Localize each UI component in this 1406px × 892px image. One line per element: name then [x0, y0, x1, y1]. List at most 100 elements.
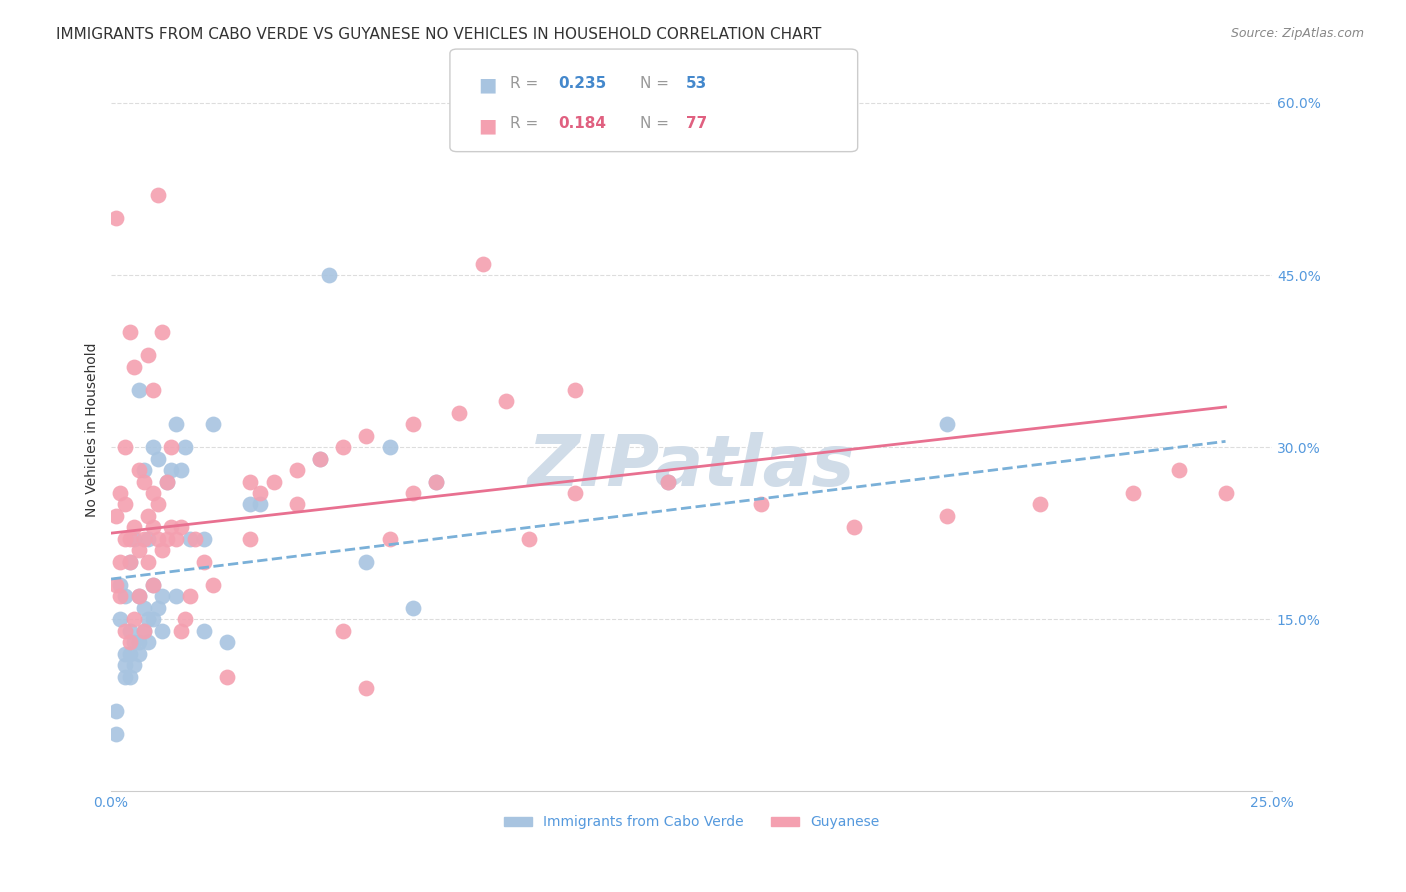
Point — [104, 508, 127, 523]
Point — [146, 600, 169, 615]
Point — [150, 543, 173, 558]
Point — [842, 520, 865, 534]
Point — [114, 647, 136, 661]
Point — [174, 440, 197, 454]
Point — [136, 555, 159, 569]
Point — [118, 555, 141, 569]
Point — [132, 600, 155, 615]
Point — [202, 578, 225, 592]
Point — [285, 498, 308, 512]
Text: Source: ZipAtlas.com: Source: ZipAtlas.com — [1230, 27, 1364, 40]
Point — [170, 463, 193, 477]
Point — [142, 520, 165, 534]
Point — [104, 704, 127, 718]
Point — [118, 635, 141, 649]
Point — [136, 532, 159, 546]
Point — [150, 589, 173, 603]
Point — [146, 532, 169, 546]
Point — [378, 532, 401, 546]
Point — [136, 348, 159, 362]
Point — [249, 486, 271, 500]
Point — [104, 211, 127, 225]
Point — [124, 612, 146, 626]
Point — [118, 532, 141, 546]
Point — [114, 532, 136, 546]
Text: IMMIGRANTS FROM CABO VERDE VS GUYANESE NO VEHICLES IN HOUSEHOLD CORRELATION CHAR: IMMIGRANTS FROM CABO VERDE VS GUYANESE N… — [56, 27, 821, 42]
Point — [217, 635, 239, 649]
Point — [318, 268, 340, 282]
Point — [104, 727, 127, 741]
Point — [471, 256, 494, 270]
Text: R =: R = — [510, 116, 544, 131]
Point — [165, 532, 187, 546]
Point — [110, 486, 132, 500]
Point — [239, 475, 262, 489]
Point — [124, 359, 146, 374]
Point — [239, 532, 262, 546]
Point — [118, 647, 141, 661]
Point — [356, 555, 378, 569]
Point — [128, 635, 150, 649]
Point — [132, 475, 155, 489]
Point — [174, 612, 197, 626]
Point — [193, 555, 215, 569]
Point — [128, 589, 150, 603]
Point — [935, 508, 957, 523]
Point — [150, 624, 173, 638]
Point — [179, 589, 201, 603]
Point — [110, 589, 132, 603]
Text: 0.235: 0.235 — [558, 76, 606, 91]
Point — [332, 440, 354, 454]
Point — [132, 624, 155, 638]
Point — [935, 417, 957, 432]
Point — [564, 486, 586, 500]
Point — [179, 532, 201, 546]
Point — [1122, 486, 1144, 500]
Y-axis label: No Vehicles in Household: No Vehicles in Household — [86, 343, 100, 517]
Point — [183, 532, 205, 546]
Point — [239, 498, 262, 512]
Point — [425, 475, 447, 489]
Point — [356, 428, 378, 442]
Point — [517, 532, 540, 546]
Point — [142, 612, 165, 626]
Point — [142, 383, 165, 397]
Point — [114, 669, 136, 683]
Point — [160, 440, 183, 454]
Point — [402, 600, 425, 615]
Point — [128, 383, 150, 397]
Point — [142, 578, 165, 592]
Point — [217, 669, 239, 683]
Point — [332, 624, 354, 638]
Point — [170, 624, 193, 638]
Point — [150, 326, 173, 340]
Point — [132, 532, 155, 546]
Point — [564, 383, 586, 397]
Point — [160, 520, 183, 534]
Point — [124, 635, 146, 649]
Point — [118, 669, 141, 683]
Point — [142, 440, 165, 454]
Text: 53: 53 — [686, 76, 707, 91]
Point — [146, 451, 169, 466]
Point — [657, 475, 679, 489]
Point — [146, 187, 169, 202]
Point — [124, 532, 146, 546]
Point — [128, 543, 150, 558]
Point — [124, 658, 146, 673]
Point — [110, 612, 132, 626]
Point — [142, 486, 165, 500]
Point — [263, 475, 285, 489]
Point — [118, 624, 141, 638]
Point — [202, 417, 225, 432]
Point — [136, 612, 159, 626]
Legend: Immigrants from Cabo Verde, Guyanese: Immigrants from Cabo Verde, Guyanese — [498, 810, 884, 835]
Text: N =: N = — [640, 76, 673, 91]
Point — [128, 589, 150, 603]
Point — [114, 658, 136, 673]
Point — [657, 475, 679, 489]
Text: N =: N = — [640, 116, 673, 131]
Point — [114, 624, 136, 638]
Point — [1168, 463, 1191, 477]
Point — [1029, 498, 1052, 512]
